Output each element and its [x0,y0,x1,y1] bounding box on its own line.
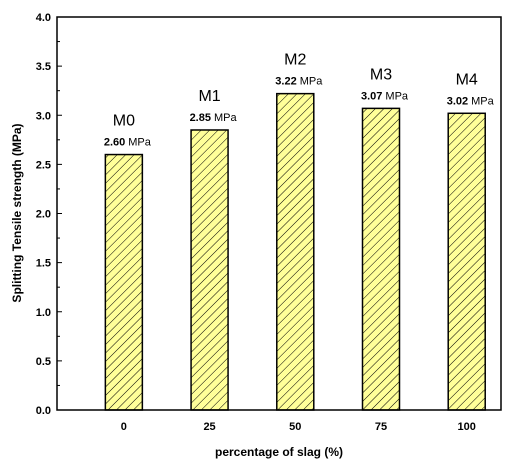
x-tick-label: 0 [121,421,127,433]
bar-value-label: 3.22 MPa [275,76,323,88]
bar-value-label: 2.60 MPa [104,137,152,149]
y-tick-label: 3.5 [36,61,51,73]
y-tick-label: 1.0 [36,307,51,319]
y-axis-title: Splitting Tensile strength (MPa) [10,123,24,302]
x-axis-title: percentage of slag (%) [215,445,343,459]
bars: 2.60 MPa M0 2.85 MPa M1 3.22 MPa M2 3.07 MPa M3 3.02… [104,52,495,410]
bar-value-label: 2.85 MPa [190,112,238,124]
y-tick-label: 3.0 [36,110,51,122]
bar [277,94,314,410]
bar-name-label: M0 [113,113,135,130]
bar [363,108,400,410]
y-tick-label: 0.0 [36,405,51,417]
y-tick-label: 1.5 [36,258,51,270]
bar-name-label: M1 [198,88,220,105]
y-axis-ticks: 0.0 0.5 1.0 1.5 2.0 2.5 3.0 3.5 4.0 [36,12,62,417]
x-tick-label: 100 [458,421,476,433]
bar-name-label: M3 [370,66,392,83]
y-tick-label: 2.5 [36,159,51,171]
x-tick-label: 50 [289,421,301,433]
x-tick-label: 25 [203,421,215,433]
bar [105,155,142,410]
y-tick-label: 4.0 [36,12,51,24]
bar-name-label: M2 [284,52,306,69]
bar [448,113,485,410]
bar [191,130,228,410]
bar-name-label: M4 [456,71,478,88]
bar-value-label: 3.02 MPa [447,95,495,107]
y-tick-label: 0.5 [36,356,51,368]
bar-value-label: 3.07 MPa [361,90,409,102]
x-tick-label: 75 [375,421,387,433]
y-tick-label: 2.0 [36,209,51,221]
